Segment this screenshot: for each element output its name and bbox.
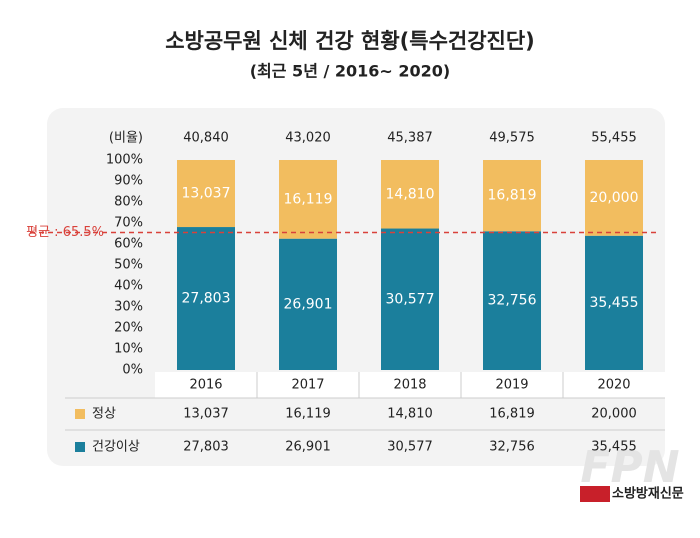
bar-segment [279, 160, 337, 239]
table-cell: 30,577 [387, 440, 433, 455]
total-label: 55,455 [591, 131, 637, 146]
total-label: 40,840 [183, 131, 229, 146]
y-tick-label: 90% [114, 174, 143, 189]
bar-label: 30,577 [386, 291, 435, 307]
bar-segment [483, 160, 541, 232]
x-tick-label: 2019 [495, 378, 528, 393]
watermark: FPN [580, 442, 679, 493]
chart-subtitle: (최근 5년 / 2016~ 2020) [250, 62, 451, 81]
y-tick-label: 70% [114, 216, 143, 231]
legend-swatch [75, 442, 85, 452]
bar-label: 20,000 [590, 190, 639, 206]
bar-label: 13,037 [182, 186, 231, 202]
reference-label: 평균 : 65.5% [26, 225, 104, 240]
total-label: 45,387 [387, 131, 433, 146]
bar-label: 16,119 [284, 191, 333, 207]
table-cell: 13,037 [183, 407, 229, 422]
source: 소방방재신문 [612, 486, 684, 502]
y-tick-label: 50% [114, 258, 143, 273]
bar-label: 16,819 [488, 188, 537, 204]
y-tick-label: 20% [114, 321, 143, 336]
x-tick-label: 2020 [597, 378, 630, 393]
y-tick-label: 30% [114, 300, 143, 315]
bar-segment [279, 238, 337, 370]
y-tick-label: 10% [114, 342, 143, 357]
table-cell: 14,810 [387, 407, 433, 422]
bar-label: 35,455 [590, 295, 639, 311]
year-row [155, 372, 665, 398]
table-cell: 26,901 [285, 440, 331, 455]
x-tick-label: 2016 [189, 378, 222, 393]
bar-segment [585, 160, 643, 236]
bar-label: 27,803 [182, 291, 231, 307]
y-axis-label: (비율) [109, 131, 143, 146]
x-tick-label: 2018 [393, 378, 426, 393]
bar-segment [381, 228, 439, 370]
bar-segment [381, 160, 439, 229]
legend-swatch [75, 409, 85, 419]
bar-segment [483, 231, 541, 370]
table-cell: 16,819 [489, 407, 535, 422]
y-tick-label: 0% [122, 363, 143, 378]
y-tick-label: 100% [106, 153, 143, 168]
table-cell: 35,455 [591, 440, 637, 455]
table-cell: 16,119 [285, 407, 331, 422]
chart-title: 소방공무원 신체 건강 현황(특수건강진단) [165, 29, 535, 53]
y-tick-label: 40% [114, 279, 143, 294]
bar-segment [177, 160, 235, 228]
legend-label: 건강이상 [92, 440, 140, 455]
bar-label: 32,756 [488, 293, 537, 309]
table-cell: 27,803 [183, 440, 229, 455]
total-label: 43,020 [285, 131, 331, 146]
x-tick-label: 2017 [291, 378, 324, 393]
table-cell: 20,000 [591, 407, 637, 422]
logo-mark [580, 486, 610, 502]
bar-segment [177, 227, 235, 370]
bar-label: 26,901 [284, 296, 333, 312]
legend-label: 정상 [92, 407, 116, 422]
y-tick-label: 80% [114, 195, 143, 210]
bar-segment [585, 235, 643, 370]
bar-label: 14,810 [386, 186, 435, 202]
total-label: 49,575 [489, 131, 535, 146]
table-cell: 32,756 [489, 440, 535, 455]
y-tick-label: 60% [114, 237, 143, 252]
